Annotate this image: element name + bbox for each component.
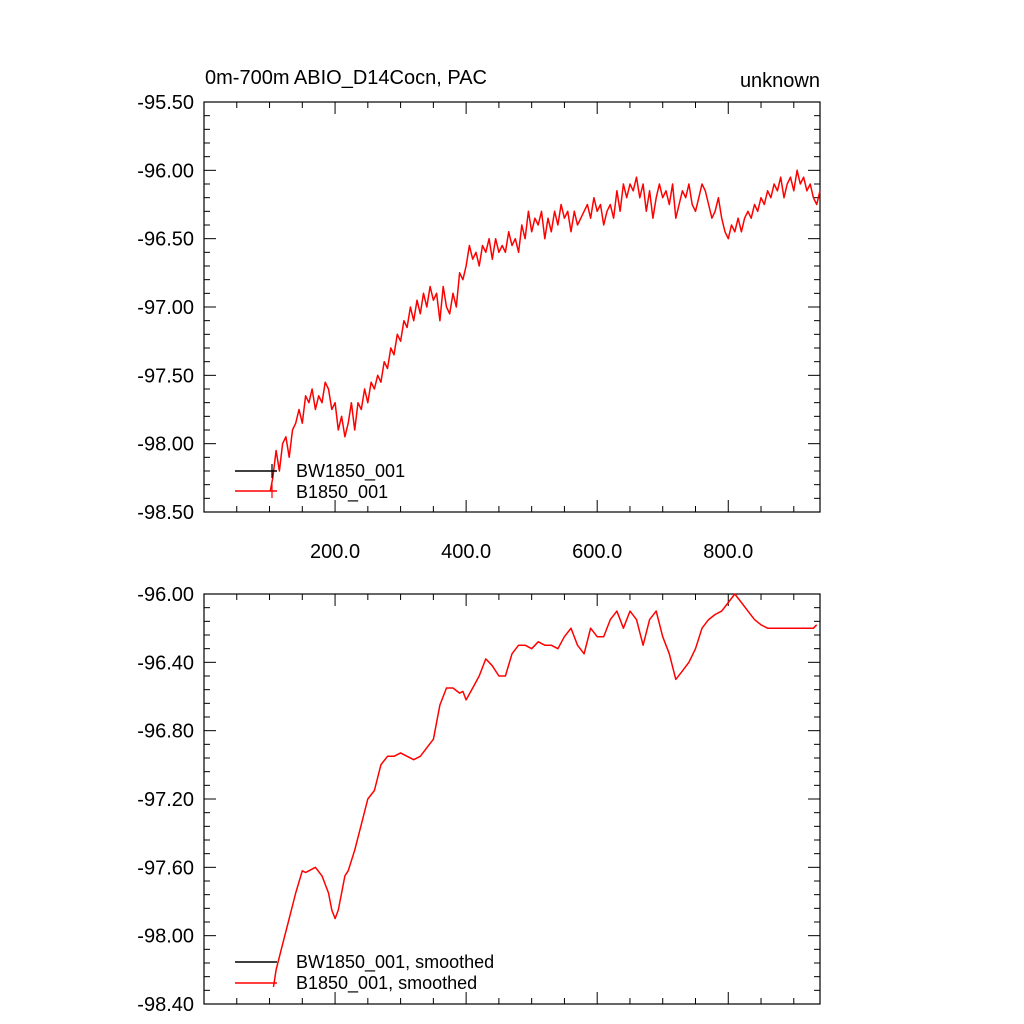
y-tick-label: -97.60 bbox=[137, 857, 194, 879]
y-tick-label: -98.40 bbox=[137, 994, 194, 1016]
y-tick-label: -95.50 bbox=[137, 92, 194, 114]
top-panel-x-tick-labels: 200.0 400.0 600.0 800.0 bbox=[310, 541, 753, 563]
bottom-panel: -96.00 -96.40 -96.80 -97.20 -97.60 -98.00 -98.… bbox=[137, 584, 821, 1016]
top-plot-frame bbox=[203, 101, 821, 513]
y-tick-label: -97.50 bbox=[137, 365, 194, 387]
y-tick-label: -96.80 bbox=[137, 721, 194, 743]
y-tick-label: -96.50 bbox=[137, 229, 194, 251]
x-tick-label: 800.0 bbox=[703, 541, 753, 563]
bottom-panel-series bbox=[272, 593, 818, 988]
x-tick-label: 400.0 bbox=[441, 541, 491, 563]
legend-label-bw1850: BW1850_001 bbox=[296, 461, 405, 482]
bottom-panel-legend: BW1850_001, smoothed B1850_001, smoothed bbox=[235, 952, 494, 994]
legend-label-b1850-smoothed: B1850_001, smoothed bbox=[296, 973, 477, 994]
top-panel-legend: BW1850_001 B1850_001 bbox=[235, 461, 405, 503]
legend-label-bw1850-smoothed: BW1850_001, smoothed bbox=[296, 952, 494, 973]
y-tick-label: -97.00 bbox=[137, 297, 194, 319]
top-panel: 0m-700m ABIO_D14Cocn, PAC unknown -95.50… bbox=[137, 67, 821, 563]
top-panel-y-tick-labels: -95.50 -96.00 -96.50 -97.00 -97.50 -98.00 -98.… bbox=[137, 92, 194, 524]
legend-label-b1850: B1850_001 bbox=[296, 482, 388, 503]
y-tick-label: -96.40 bbox=[137, 652, 194, 674]
y-tick-label: -98.00 bbox=[137, 434, 194, 456]
series-line-b1850-001 bbox=[269, 169, 821, 492]
y-tick-label: -98.00 bbox=[137, 926, 194, 948]
y-tick-label: -96.00 bbox=[137, 160, 194, 182]
y-tick-label: -96.00 bbox=[137, 584, 194, 606]
bottom-panel-y-tick-labels: -96.00 -96.40 -96.80 -97.20 -97.60 -98.00 -98.… bbox=[137, 584, 194, 1016]
top-panel-title-right: unknown bbox=[740, 70, 820, 92]
y-tick-label: -98.50 bbox=[137, 502, 194, 524]
bottom-panel-ticks bbox=[204, 593, 820, 1005]
top-panel-series bbox=[269, 169, 821, 492]
y-tick-label: -97.20 bbox=[137, 789, 194, 811]
top-panel-ticks bbox=[204, 101, 820, 513]
x-tick-label: 200.0 bbox=[310, 541, 360, 563]
top-panel-title: 0m-700m ABIO_D14Cocn, PAC bbox=[205, 67, 487, 89]
series-line-b1850-001-smoothed bbox=[272, 593, 818, 988]
x-tick-label: 600.0 bbox=[572, 541, 622, 563]
